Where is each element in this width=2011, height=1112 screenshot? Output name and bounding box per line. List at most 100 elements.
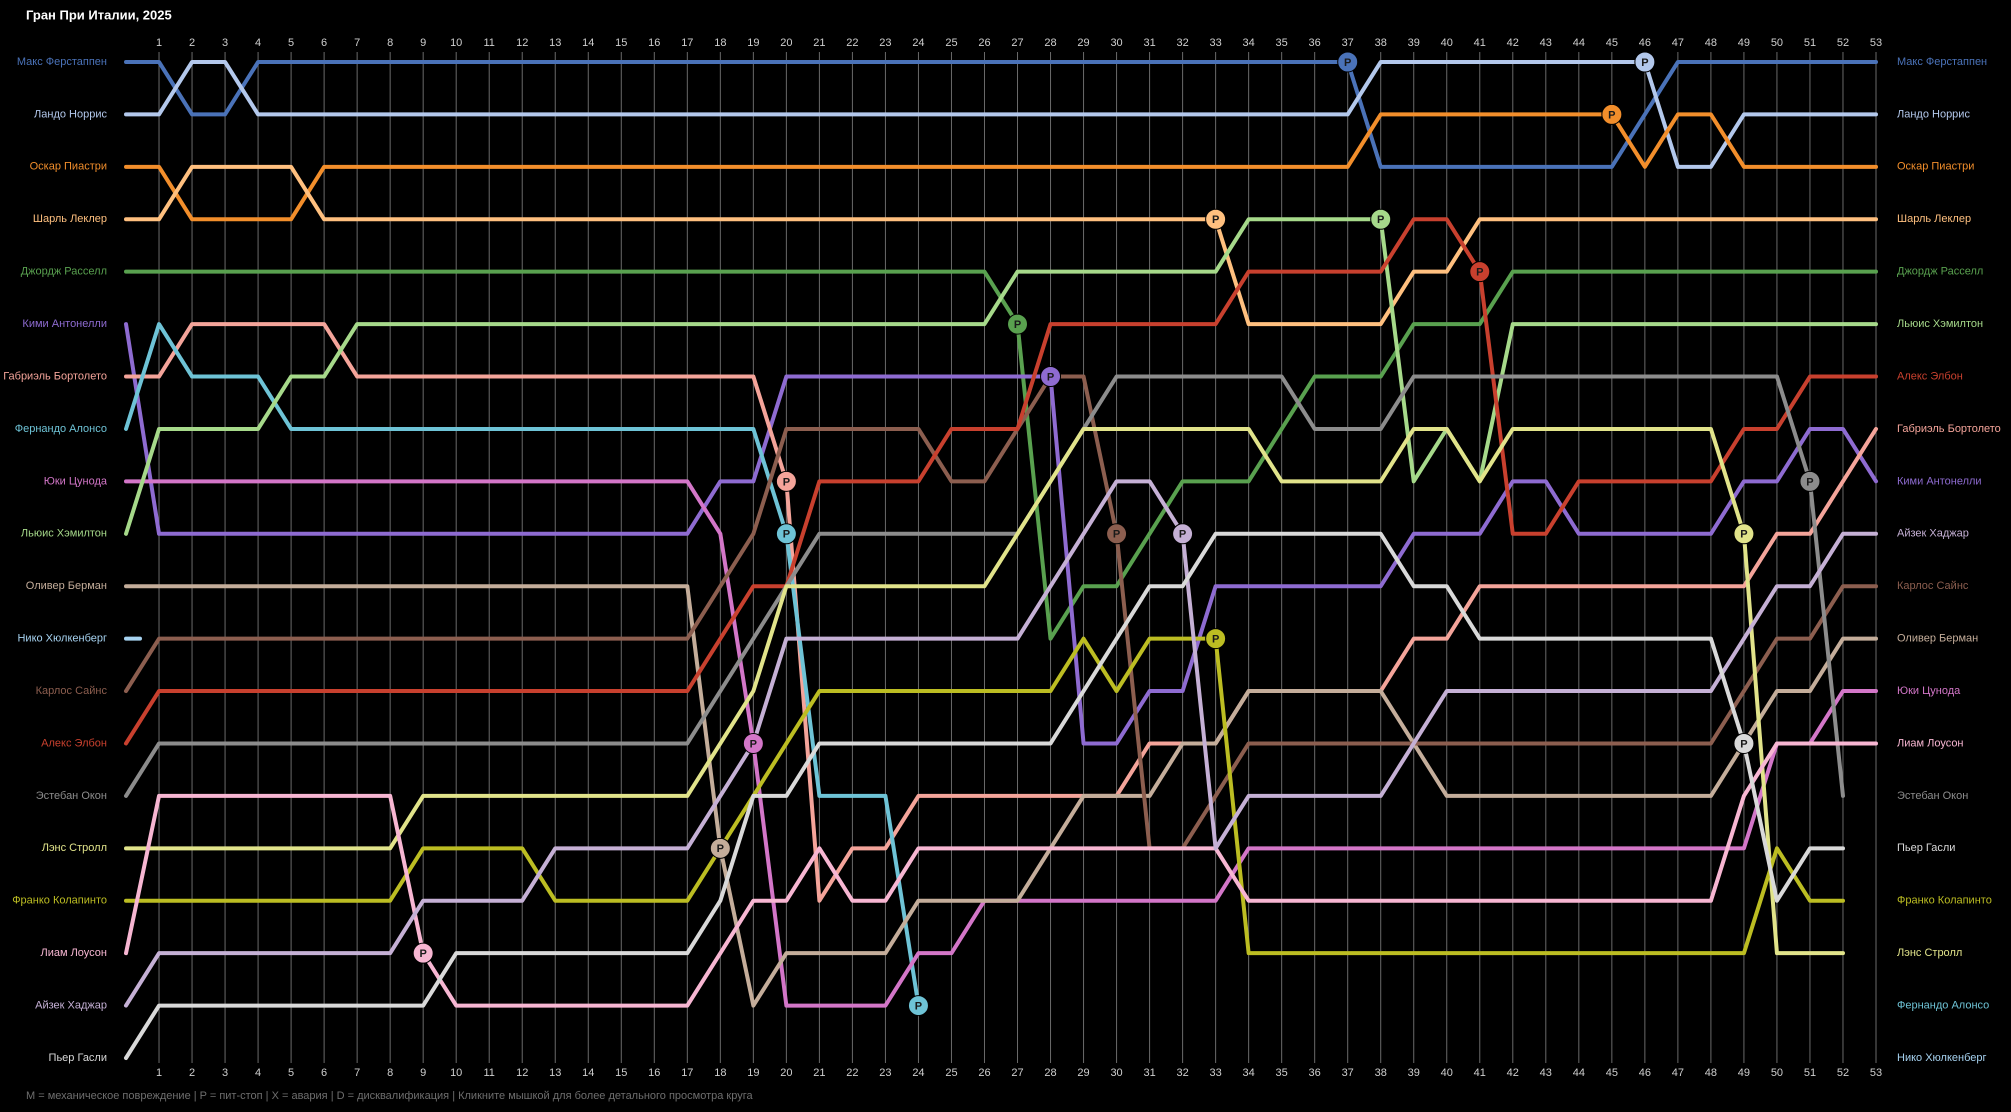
position-line [124, 164, 1878, 327]
x-tick-label: 30 [1110, 37, 1122, 49]
x-tick-label: 16 [648, 37, 660, 49]
driver-label-end: Шарль Леклер [1897, 213, 1971, 225]
pit-marker [1370, 208, 1392, 230]
x-tick-label: 23 [879, 1067, 891, 1079]
x-tick-label: 24 [912, 1067, 924, 1079]
x-tick-label: 17 [681, 37, 693, 49]
pit-label: P [915, 1000, 922, 1012]
x-tick-label: 44 [1573, 1067, 1585, 1079]
x-tick-label: 2 [189, 1067, 195, 1079]
driver-label-end: Айзек Хаджар [1897, 528, 1969, 540]
pit-label: P [1014, 319, 1021, 331]
driver-label-start: Оливер Берман [26, 580, 107, 592]
driver-label-end: Лэнс Стролл [1897, 947, 1962, 959]
pit-marker [775, 523, 797, 545]
driver-label-start: Лэнс Стролл [42, 842, 107, 854]
x-tick-label: 40 [1441, 37, 1453, 49]
driver-label-end: Пьер Гасли [1897, 842, 1955, 854]
x-tick-label: 45 [1606, 37, 1618, 49]
x-tick-label: 7 [354, 1067, 360, 1079]
driver-label-start: Фернандо Алонсо [15, 423, 107, 435]
position-line [124, 584, 1878, 1008]
x-tick-label: 6 [321, 1067, 327, 1079]
pit-marker [1172, 523, 1194, 545]
pit-marker [412, 942, 434, 964]
x-tick-label: 41 [1474, 1067, 1486, 1079]
x-tick-label: 50 [1771, 1067, 1783, 1079]
x-tick-label: 17 [681, 1067, 693, 1079]
lines [124, 60, 1878, 1060]
x-tick-label: 40 [1441, 1067, 1453, 1079]
position-line [124, 217, 1878, 536]
x-tick-label: 4 [255, 1067, 261, 1079]
x-tick-label: 15 [615, 37, 627, 49]
driver-label-end: Эстебан Окон [1897, 790, 1968, 802]
x-tick-label: 43 [1540, 37, 1552, 49]
position-line [124, 636, 1845, 956]
x-tick-label: 46 [1639, 1067, 1651, 1079]
pit-marker [907, 995, 929, 1017]
pit-label: P [1047, 371, 1054, 383]
pit-marker [742, 732, 764, 754]
x-tick-label: 13 [549, 1067, 561, 1079]
x-tick-label: 1 [156, 1067, 162, 1079]
position-line [124, 426, 1845, 956]
x-tick-label: 9 [420, 1067, 426, 1079]
x-tick-label: 47 [1672, 37, 1684, 49]
x-tick-label: 48 [1705, 37, 1717, 49]
pit-marker [1205, 208, 1227, 230]
x-tick-label: 28 [1044, 37, 1056, 49]
x-tick-label: 19 [747, 1067, 759, 1079]
driver-label-start: Айзек Хаджар [35, 999, 107, 1011]
x-tick-label: 34 [1243, 37, 1255, 49]
x-tick-label: 8 [387, 37, 393, 49]
pit-label: P [1740, 738, 1747, 750]
driver-label-start: Макс Ферстаппен [17, 56, 107, 68]
x-tick-label: 35 [1276, 37, 1288, 49]
position-line [124, 374, 1845, 798]
position-line [124, 322, 1878, 903]
position-line [124, 531, 1845, 1060]
x-tick-label: 44 [1573, 37, 1585, 49]
x-tick-label: 26 [978, 1067, 990, 1079]
x-tick-label: 39 [1408, 37, 1420, 49]
pit-marker [709, 837, 731, 859]
position-line [124, 112, 1878, 222]
pit-label: P [783, 476, 790, 488]
x-tick-label: 8 [387, 1067, 393, 1079]
driver-label-start: Габриэль Бортолето [3, 370, 107, 382]
pit-label: P [1179, 529, 1186, 541]
driver-label-end: Карлос Сайнс [1897, 580, 1969, 592]
x-tick-label: 22 [846, 1067, 858, 1079]
pit-marker [1040, 366, 1062, 388]
x-tick-label: 21 [813, 1067, 825, 1079]
position-line [124, 60, 1878, 169]
pit-marker [1469, 261, 1491, 283]
driver-label-end: Ландо Норрис [1897, 108, 1970, 120]
x-tick-label: 53 [1870, 37, 1882, 49]
driver-label-start: Нико Хюлкенберг [17, 633, 107, 645]
driver-label-start: Джордж Расселл [21, 266, 107, 278]
pit-label: P [1344, 57, 1351, 69]
driver-label-end: Оскар Пиастри [1897, 161, 1974, 173]
x-tick-label: 21 [813, 37, 825, 49]
x-tick-label: 42 [1507, 37, 1519, 49]
driver-label-start: Юки Цунода [44, 475, 108, 487]
x-tick-label: 7 [354, 37, 360, 49]
x-tick-label: 34 [1243, 1067, 1255, 1079]
pit-marker [1337, 51, 1359, 73]
x-tick-label: 2 [189, 37, 195, 49]
x-tick-label: 33 [1209, 37, 1221, 49]
driver-label-end: Джордж Расселл [1897, 266, 1983, 278]
x-tick-label: 38 [1375, 37, 1387, 49]
x-tick-label: 3 [222, 1067, 228, 1079]
x-tick-label: 46 [1639, 37, 1651, 49]
pit-label: P [1212, 214, 1219, 226]
pit-label: P [1476, 267, 1483, 279]
pit-marker [1733, 732, 1755, 754]
pit-label: P [783, 529, 790, 541]
driver-label-start: Лиам Лоусон [40, 947, 107, 959]
driver-label-start: Кими Антонелли [22, 318, 107, 330]
driver-label-end: Юки Цунода [1897, 685, 1961, 697]
